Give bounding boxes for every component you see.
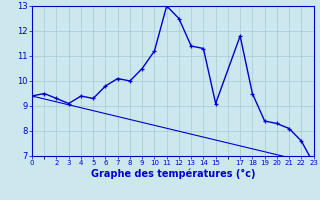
X-axis label: Graphe des températures (°c): Graphe des températures (°c): [91, 169, 255, 179]
